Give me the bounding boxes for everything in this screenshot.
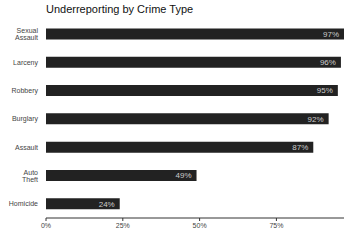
svg-text:Larceny: Larceny [13, 59, 38, 67]
svg-text:Burglary: Burglary [12, 115, 39, 123]
svg-text:96%: 96% [320, 58, 336, 67]
svg-text:0%: 0% [41, 222, 51, 229]
html-text:Underreporting by Crime Type: Underreporting by Crime Type [46, 3, 194, 15]
svg-text:Homicide: Homicide [9, 200, 38, 207]
svg-text:SexualAssault: SexualAssault [15, 27, 38, 41]
svg-text:24%: 24% [99, 200, 115, 209]
svg-text:49%: 49% [176, 171, 192, 180]
svg-text:87%: 87% [292, 143, 308, 152]
svg-text:92%: 92% [308, 115, 324, 124]
svg-text:95%: 95% [317, 86, 333, 95]
svg-text:75%: 75% [269, 222, 283, 229]
svg-text:Robbery: Robbery [12, 87, 39, 95]
svg-text:Assault: Assault [15, 144, 38, 151]
svg-text:25%: 25% [116, 222, 130, 229]
svg-text:50%: 50% [193, 222, 207, 229]
svg-text:AutoTheft: AutoTheft [22, 169, 38, 183]
svg-text:97%: 97% [323, 30, 339, 39]
